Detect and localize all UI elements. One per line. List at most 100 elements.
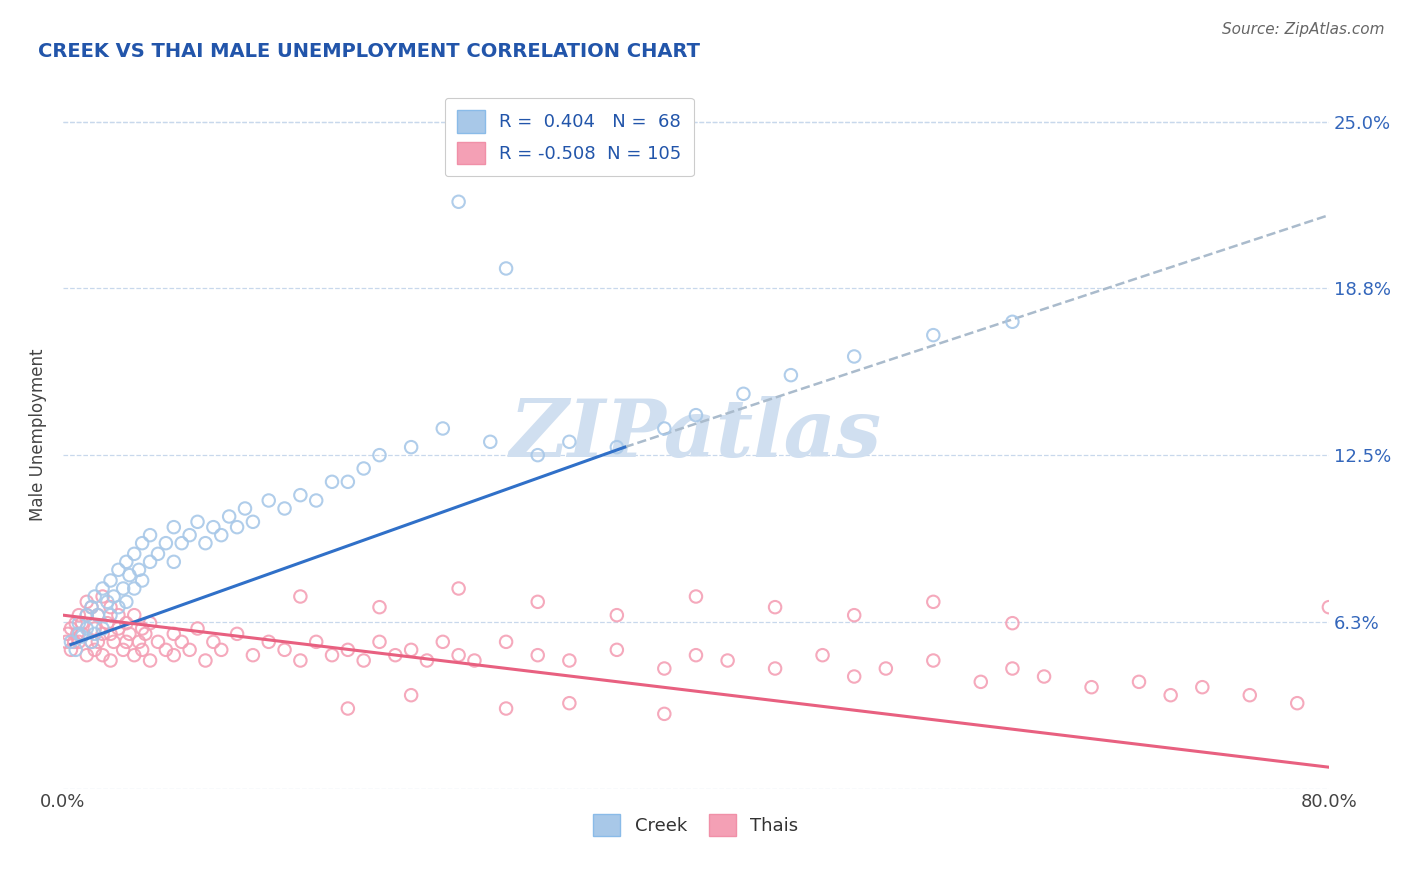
Point — [336, 643, 359, 657]
Point — [305, 493, 328, 508]
Point — [368, 635, 391, 649]
Point — [87, 608, 110, 623]
Point — [100, 574, 122, 588]
Point — [67, 616, 90, 631]
Point — [606, 440, 628, 454]
Point — [128, 635, 150, 649]
Point — [112, 643, 135, 657]
Point — [103, 590, 125, 604]
Point — [495, 635, 517, 649]
Point — [80, 600, 103, 615]
Point — [368, 448, 391, 462]
Point — [131, 643, 153, 657]
Point — [107, 622, 129, 636]
Point — [83, 590, 105, 604]
Point — [155, 643, 177, 657]
Point — [1001, 315, 1024, 329]
Point — [218, 509, 240, 524]
Point — [336, 701, 359, 715]
Point — [70, 616, 93, 631]
Point — [733, 386, 755, 401]
Point — [179, 528, 201, 542]
Point — [76, 608, 98, 623]
Point — [59, 635, 82, 649]
Point — [652, 661, 675, 675]
Point — [922, 653, 945, 667]
Point — [922, 595, 945, 609]
Point — [115, 635, 138, 649]
Point — [115, 616, 138, 631]
Point — [290, 590, 312, 604]
Point — [432, 635, 454, 649]
Point — [186, 515, 208, 529]
Point — [447, 194, 470, 209]
Point — [685, 648, 707, 663]
Point — [558, 653, 581, 667]
Point — [368, 600, 391, 615]
Point — [56, 627, 79, 641]
Point — [80, 635, 103, 649]
Point — [321, 475, 343, 489]
Point — [685, 408, 707, 422]
Point — [875, 661, 897, 675]
Point — [606, 608, 628, 623]
Point — [131, 536, 153, 550]
Point — [83, 622, 105, 636]
Point — [606, 643, 628, 657]
Point — [1001, 616, 1024, 631]
Point — [76, 648, 98, 663]
Point — [91, 590, 114, 604]
Point — [717, 653, 740, 667]
Point — [290, 653, 312, 667]
Point — [194, 536, 217, 550]
Point — [652, 421, 675, 435]
Text: Source: ZipAtlas.com: Source: ZipAtlas.com — [1222, 22, 1385, 37]
Point — [399, 440, 422, 454]
Point — [139, 528, 162, 542]
Point — [399, 643, 422, 657]
Point — [59, 643, 82, 657]
Point — [416, 653, 439, 667]
Point — [91, 622, 114, 636]
Point — [463, 653, 485, 667]
Point — [128, 563, 150, 577]
Point — [447, 648, 470, 663]
Point — [1286, 696, 1309, 710]
Point — [526, 448, 548, 462]
Point — [170, 635, 193, 649]
Point — [336, 475, 359, 489]
Point — [1033, 669, 1056, 683]
Point — [122, 648, 145, 663]
Point — [273, 643, 295, 657]
Point — [139, 555, 162, 569]
Point — [80, 635, 103, 649]
Text: CREEK VS THAI MALE UNEMPLOYMENT CORRELATION CHART: CREEK VS THAI MALE UNEMPLOYMENT CORRELAT… — [38, 42, 700, 61]
Point — [305, 635, 328, 649]
Point — [122, 547, 145, 561]
Point — [179, 643, 201, 657]
Point — [763, 600, 786, 615]
Point — [170, 536, 193, 550]
Point — [76, 608, 98, 623]
Point — [257, 493, 280, 508]
Point — [83, 627, 105, 641]
Point — [87, 635, 110, 649]
Point — [186, 622, 208, 636]
Point — [65, 616, 87, 631]
Point — [202, 635, 225, 649]
Point — [273, 501, 295, 516]
Point — [353, 653, 375, 667]
Point — [139, 616, 162, 631]
Point — [103, 635, 125, 649]
Point — [526, 595, 548, 609]
Legend: Creek, Thais: Creek, Thais — [586, 806, 806, 843]
Point — [1128, 674, 1150, 689]
Point — [384, 648, 406, 663]
Point — [209, 643, 232, 657]
Point — [107, 600, 129, 615]
Point — [495, 701, 517, 715]
Y-axis label: Male Unemployment: Male Unemployment — [30, 349, 46, 522]
Point — [1191, 680, 1213, 694]
Point — [163, 648, 186, 663]
Point — [59, 622, 82, 636]
